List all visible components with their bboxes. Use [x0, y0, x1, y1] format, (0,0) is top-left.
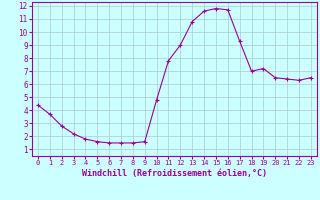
X-axis label: Windchill (Refroidissement éolien,°C): Windchill (Refroidissement éolien,°C) [82, 169, 267, 178]
